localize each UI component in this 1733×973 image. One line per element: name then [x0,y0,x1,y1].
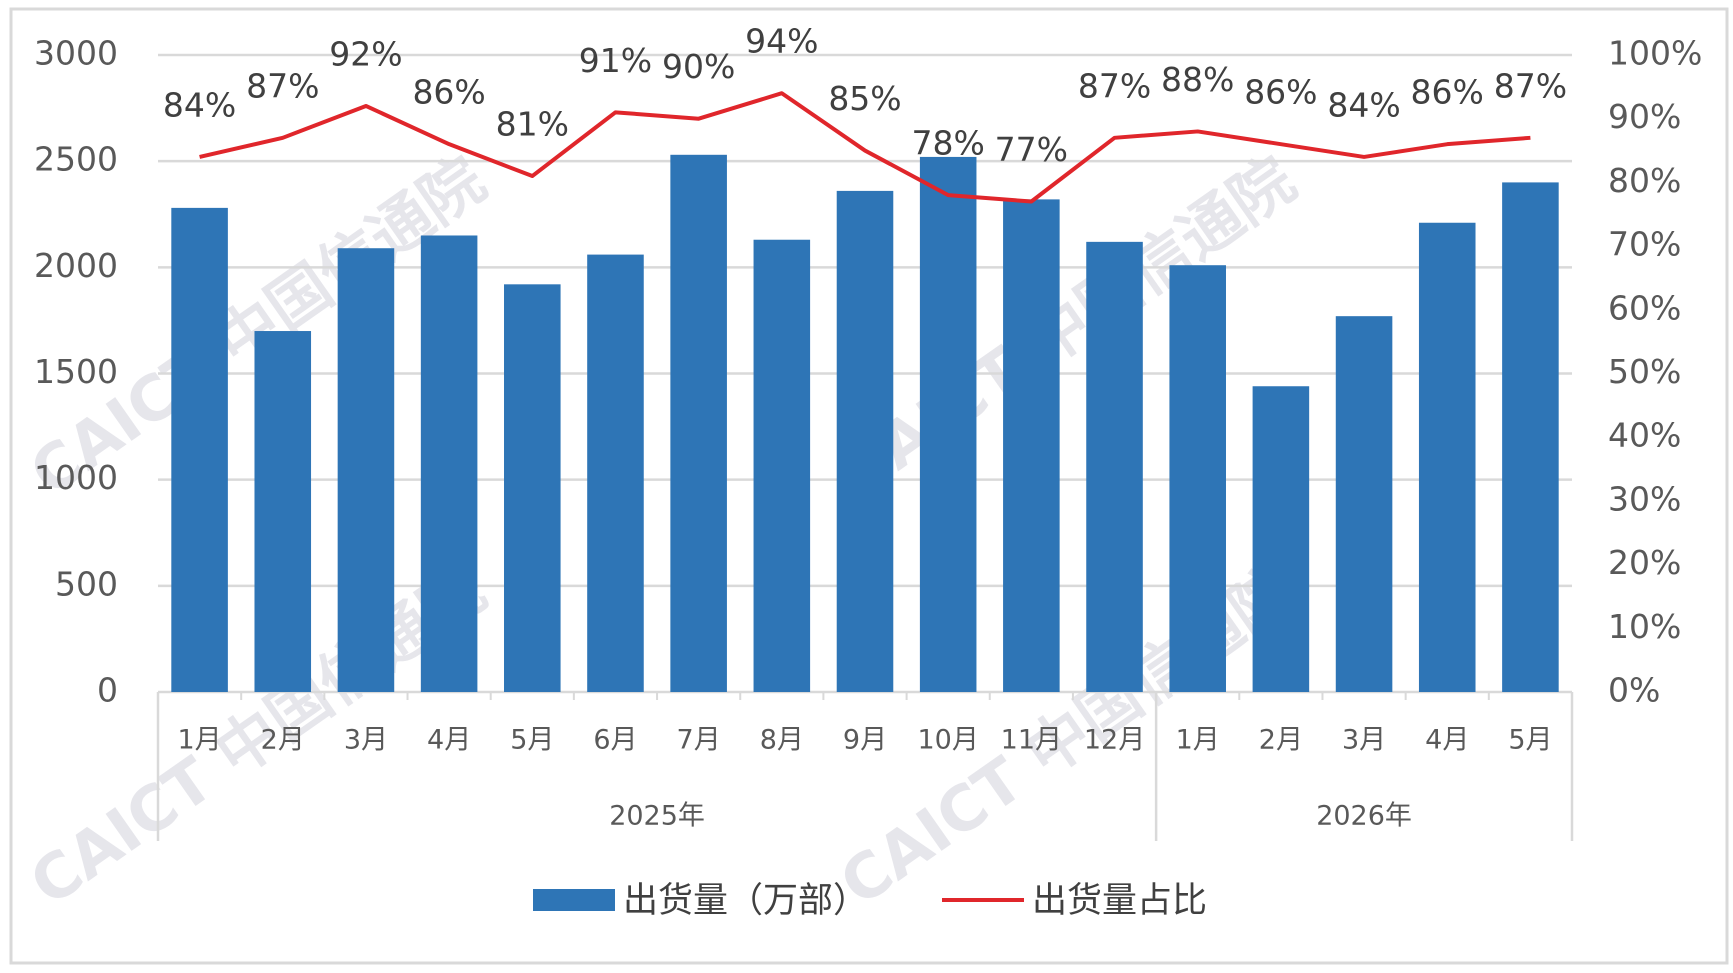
y-tick-label: 0 [97,671,118,710]
x-tick-label: 8月 [760,725,804,756]
data-label: 90% [662,47,735,86]
y-tick-label: 500 [55,564,118,603]
y2-tick-label: 40% [1608,416,1681,455]
bar [1169,265,1226,692]
x-tick-label: 10月 [917,725,978,756]
bar [753,239,811,693]
bar [670,154,727,693]
y2-tick-label: 100% [1608,34,1702,73]
data-label: 91% [579,41,652,80]
x-tick-label: 12月 [1084,725,1145,756]
bar [254,331,312,692]
bar [1335,316,1393,692]
y-tick-label: 2000 [34,246,118,285]
x-tick-label: 5月 [1508,725,1552,756]
data-label: 87% [246,66,319,105]
data-label: 78% [911,124,984,163]
legend-swatch [533,889,615,911]
data-label: 87% [1494,66,1567,105]
legend-label: 出货量占比 [1032,881,1207,921]
x-tick-label: 5月 [510,725,554,756]
bar [1502,182,1559,692]
x-tick-label: 1月 [1176,725,1220,756]
data-label: 94% [745,22,818,61]
y-tick-label: 2500 [34,140,118,179]
y-tick-label: 1500 [34,352,118,391]
bar [1418,222,1476,692]
data-label: 86% [1411,73,1484,112]
legend-label: 出货量（万部） [623,881,868,921]
bar [836,190,894,693]
data-label: 88% [1161,60,1234,99]
y2-tick-label: 70% [1608,225,1681,264]
group-label: 2025年 [609,801,705,832]
legend: 出货量（万部） 出货量占比 [533,881,1207,921]
group-label: 2026年 [1316,801,1412,832]
y2-tick-label: 60% [1608,288,1681,327]
y-tick-label: 3000 [34,34,118,73]
y2-tick-label: 30% [1608,479,1681,518]
bar [337,248,395,692]
data-label: 84% [163,85,236,124]
y2-tick-label: 50% [1608,352,1681,391]
y2-tick-label: 90% [1608,97,1681,136]
y2-tick-label: 80% [1608,161,1681,200]
x-tick-label: 3月 [344,725,388,756]
x-tick-label: 6月 [593,725,637,756]
x-tick-label: 4月 [1425,725,1469,756]
bar [1003,199,1060,693]
data-label: 87% [1078,66,1151,105]
bar [919,156,977,693]
bar [1086,241,1143,692]
labels: 0 500 1000 1500 2000 2500 3000 0% 10% 20% 30% 40% 50… [34,22,1702,832]
y2-tick-label: 10% [1608,607,1681,646]
bar [587,254,644,693]
x-tick-label: 1月 [177,725,221,756]
line [199,91,1531,204]
x-tick-label: 2月 [261,725,305,756]
x-tick-label: 9月 [843,725,887,756]
bar [171,207,228,692]
x-tick-label: 3月 [1342,725,1386,756]
data-label: 86% [412,73,485,112]
y-tick-label: 1000 [34,458,118,497]
x-tick-label: 2月 [1259,725,1303,756]
bar [504,284,561,692]
data-label: 85% [828,79,901,118]
x-tick-label: 7月 [677,725,721,756]
bar [1252,386,1310,692]
x-tick-label: 4月 [427,725,471,756]
data-label: 84% [1327,85,1400,124]
y2-tick-label: 0% [1608,671,1660,710]
x-tick-label: 11月 [1001,725,1062,756]
data-label: 92% [329,34,402,73]
y2-tick-label: 20% [1608,543,1681,582]
data-label: 77% [995,130,1068,169]
data-label: 86% [1244,73,1317,112]
marks [171,91,1559,693]
bar [420,235,478,692]
data-label: 81% [496,105,569,144]
